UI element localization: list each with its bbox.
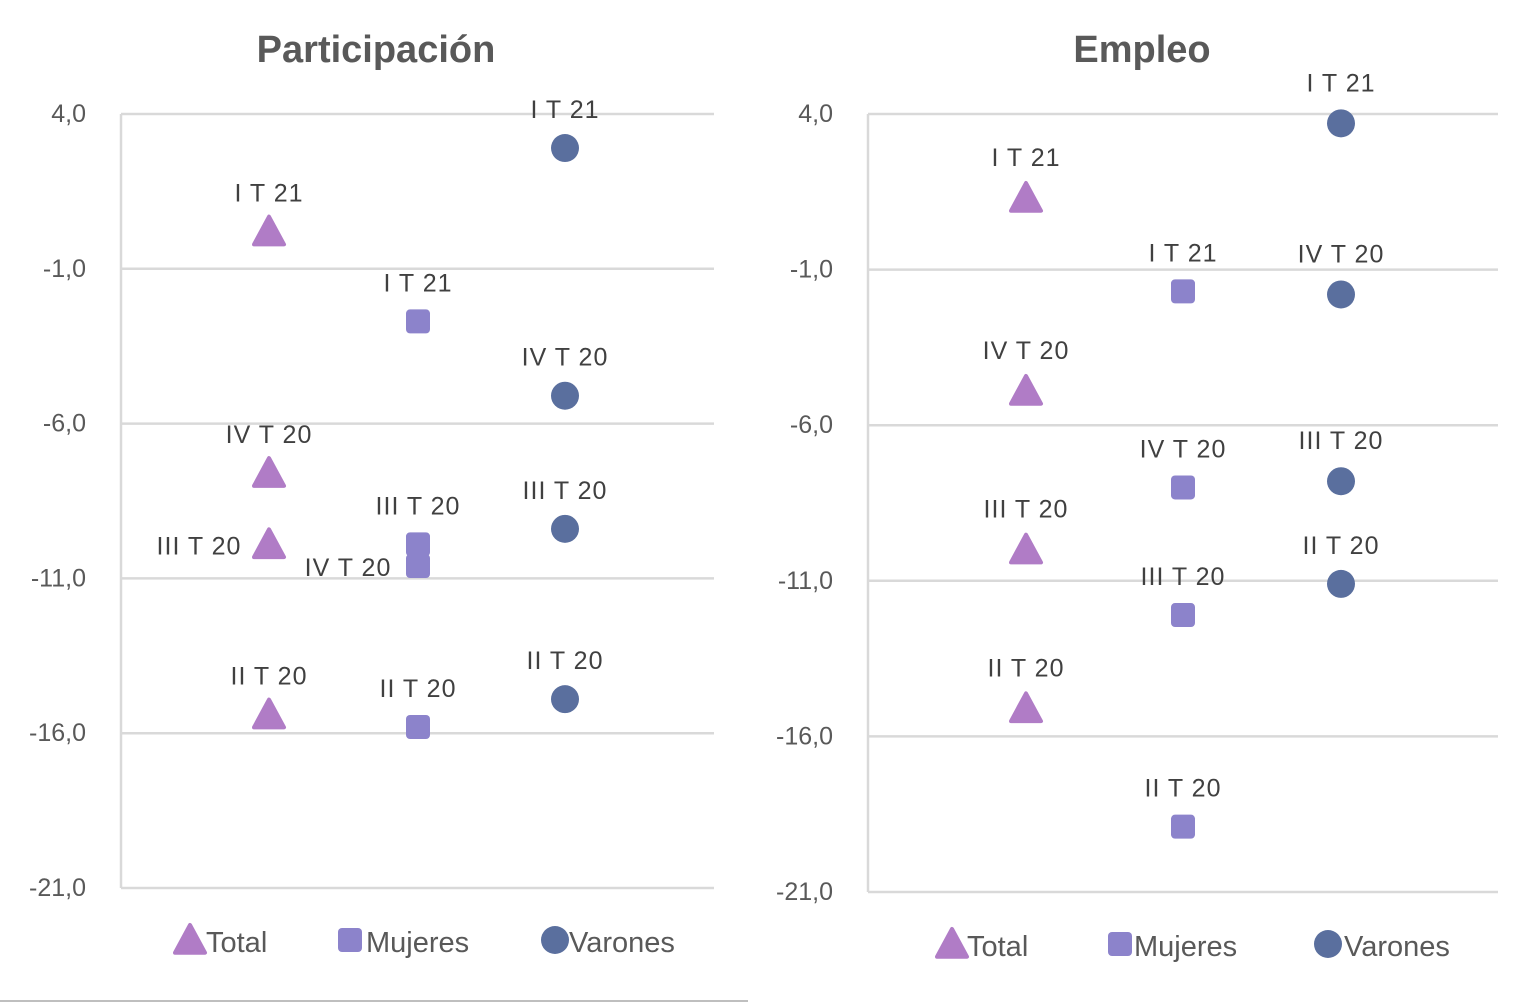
y-tick-label: -1,0: [43, 255, 86, 283]
legend-label: Mujeres: [1134, 931, 1237, 963]
data-label: III T 20: [376, 492, 461, 520]
data-point-total: [1009, 532, 1043, 565]
data-label: I T 21: [991, 144, 1060, 172]
data-label: IV T 20: [522, 344, 609, 372]
y-tick-label: -6,0: [790, 411, 833, 439]
data-point-mujeres: [406, 309, 430, 334]
data-point-mujeres: [406, 554, 430, 579]
y-tick-label: -11,0: [778, 567, 833, 595]
data-point-varones: [1327, 280, 1355, 309]
data-point-total: [1009, 181, 1043, 213]
legend-marker-mujeres: [338, 928, 362, 952]
data-point-varones: [1327, 467, 1355, 496]
legend-marker-mujeres: [1108, 932, 1132, 956]
y-tick-label: -6,0: [43, 410, 86, 438]
legend-marker-varones: [541, 926, 569, 954]
data-point-total: [252, 527, 286, 560]
data-label: IV T 20: [226, 421, 313, 449]
data-point-total: [252, 456, 286, 488]
y-tick-label: 4,0: [798, 100, 833, 128]
data-point-varones: [551, 381, 579, 410]
data-label: IV T 20: [1140, 435, 1227, 463]
data-point-total: [252, 697, 286, 730]
data-label: III T 20: [984, 496, 1069, 524]
legend-label: Varones: [569, 927, 675, 959]
data-label: II T 20: [1303, 532, 1380, 560]
data-point-varones: [551, 685, 579, 714]
data-label: II T 20: [988, 654, 1065, 682]
y-tick-label: -16,0: [29, 719, 86, 747]
chart-title: Empleo: [1073, 29, 1210, 71]
data-point-varones: [1327, 569, 1355, 598]
legend-marker-total: [173, 923, 207, 955]
data-label: III T 20: [1299, 427, 1384, 455]
data-point-varones: [551, 514, 579, 543]
legend-label: Varones: [1344, 931, 1450, 963]
y-tick-label: -1,0: [790, 256, 833, 284]
data-point-total: [252, 214, 286, 247]
y-tick-label: -21,0: [29, 874, 86, 902]
y-tick-label: -16,0: [776, 722, 833, 750]
data-point-mujeres: [1171, 603, 1195, 628]
y-tick-label: 4,0: [51, 100, 86, 128]
data-label: II T 20: [1145, 775, 1222, 803]
data-point-total: [1009, 373, 1043, 406]
chart-panel-participacion: Participación 4,0 -1,0 -6,0 -11,0 -16,0 -21,0 I…: [29, 29, 714, 959]
y-tick-label: -21,0: [776, 878, 833, 906]
chart-title: Participación: [257, 29, 496, 71]
data-label: IV T 20: [983, 337, 1070, 365]
legend-marker-total: [935, 927, 969, 959]
legend-label: Total: [967, 931, 1028, 963]
data-label: I T 21: [1148, 239, 1217, 267]
chart-panel-empleo: Empleo 4,0 -1,0 -6,0 -11,0 -16,0 -21,0 II T 20 I…: [776, 29, 1498, 963]
data-label: II T 20: [527, 647, 604, 675]
data-point-mujeres: [406, 715, 430, 740]
data-point-mujeres: [1171, 279, 1195, 304]
data-label: I T 21: [383, 269, 452, 297]
data-point-mujeres: [1171, 475, 1195, 500]
data-point-varones: [1327, 109, 1355, 138]
data-point-mujeres: [1171, 814, 1195, 839]
data-label: III T 20: [1141, 563, 1226, 591]
legend-label: Total: [206, 927, 267, 959]
data-point-varones: [551, 134, 579, 163]
data-label: I T 21: [1306, 69, 1375, 97]
data-label: II T 20: [380, 675, 457, 703]
data-label: III T 20: [157, 532, 242, 560]
y-tick-label: -11,0: [31, 564, 86, 592]
data-label: IV T 20: [305, 554, 392, 582]
data-point-total: [1009, 691, 1043, 724]
legend-marker-varones: [1314, 930, 1342, 958]
data-label: III T 20: [523, 477, 608, 505]
data-point-mujeres: [406, 532, 430, 557]
legend-label: Mujeres: [366, 927, 469, 959]
data-label: I T 21: [234, 180, 303, 208]
data-label: I T 21: [530, 96, 599, 124]
data-label: IV T 20: [1298, 240, 1385, 268]
data-label: II T 20: [231, 663, 308, 691]
